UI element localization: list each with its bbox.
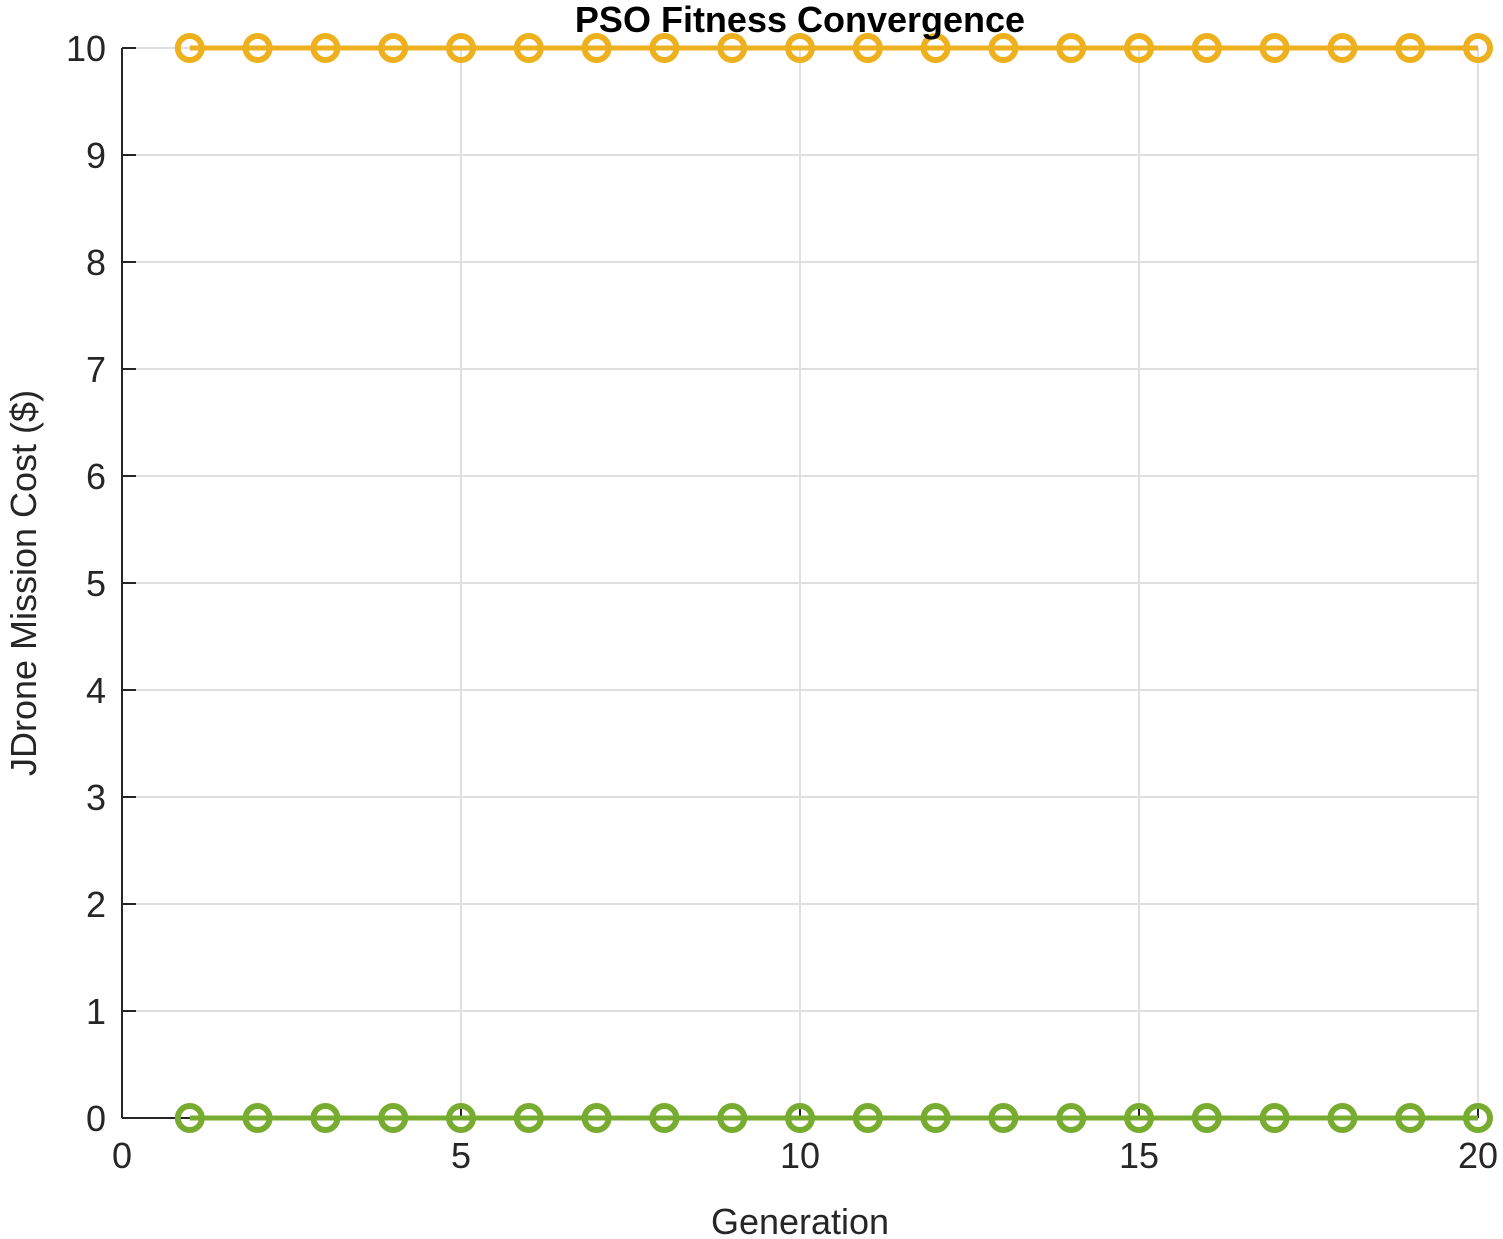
data-point (378, 33, 409, 63)
y-tick-label: 0 (86, 1098, 106, 1139)
data-point (242, 33, 273, 63)
data-point (1395, 1103, 1426, 1133)
data-point (988, 1103, 1019, 1133)
data-point (310, 33, 341, 63)
data-point (920, 1103, 951, 1133)
data-point (1191, 1103, 1222, 1133)
series-layer (174, 33, 1493, 1133)
y-tick-label: 2 (86, 884, 106, 925)
chart-title: PSO Fitness Convergence (575, 0, 1025, 40)
data-point (717, 33, 748, 63)
data-point (1124, 1103, 1154, 1133)
y-tick-label: 10 (66, 28, 106, 69)
x-tick-label: 20 (1458, 1135, 1498, 1176)
data-point (513, 33, 544, 63)
data-point (1191, 33, 1222, 63)
data-point (1327, 1103, 1358, 1133)
y-tick-label: 8 (86, 242, 106, 283)
data-point (446, 1103, 476, 1133)
data-point (1259, 33, 1290, 63)
y-tick-label: 5 (86, 563, 106, 604)
data-point (852, 33, 883, 63)
data-point (988, 33, 1019, 63)
x-tick-label: 15 (1119, 1135, 1159, 1176)
data-point (785, 1103, 815, 1133)
data-point (581, 1103, 612, 1133)
grid-layer (122, 47, 1479, 1118)
data-point (1395, 33, 1426, 63)
x-tick-label: 0 (112, 1135, 132, 1176)
data-point (649, 1103, 680, 1133)
data-point (1327, 33, 1358, 63)
data-point (717, 1103, 748, 1133)
data-point (1463, 33, 1493, 63)
x-tick-label: 5 (451, 1135, 471, 1176)
tick-label-layer: 0 5 10 15 20 0 1 2 3 4 5 6 7 8 9 10 (66, 28, 1498, 1176)
data-point (1259, 1103, 1290, 1133)
data-point (852, 1103, 883, 1133)
data-point (649, 33, 680, 63)
y-tick-label: 1 (86, 991, 106, 1032)
data-point (242, 1103, 273, 1133)
x-tick-label: 10 (780, 1135, 820, 1176)
y-axis-label: JDrone Mission Cost ($) (3, 390, 44, 776)
y-tick-label: 9 (86, 135, 106, 176)
data-point (310, 1103, 341, 1133)
data-point (1056, 1103, 1087, 1133)
data-point (1056, 33, 1087, 63)
y-tick-label: 3 (86, 777, 106, 818)
data-point (1463, 1103, 1493, 1133)
y-tick-label: 7 (86, 349, 106, 390)
data-point (581, 33, 612, 63)
data-point (513, 1103, 544, 1133)
data-point (174, 33, 205, 63)
x-axis-label: Generation (711, 1201, 889, 1239)
y-tick-label: 4 (86, 670, 106, 711)
data-point (446, 33, 476, 63)
data-point (1124, 33, 1154, 63)
data-point (174, 1103, 205, 1133)
data-point (920, 33, 951, 63)
y-tick-label: 6 (86, 456, 106, 497)
data-point (378, 1103, 409, 1133)
data-point (785, 33, 815, 63)
